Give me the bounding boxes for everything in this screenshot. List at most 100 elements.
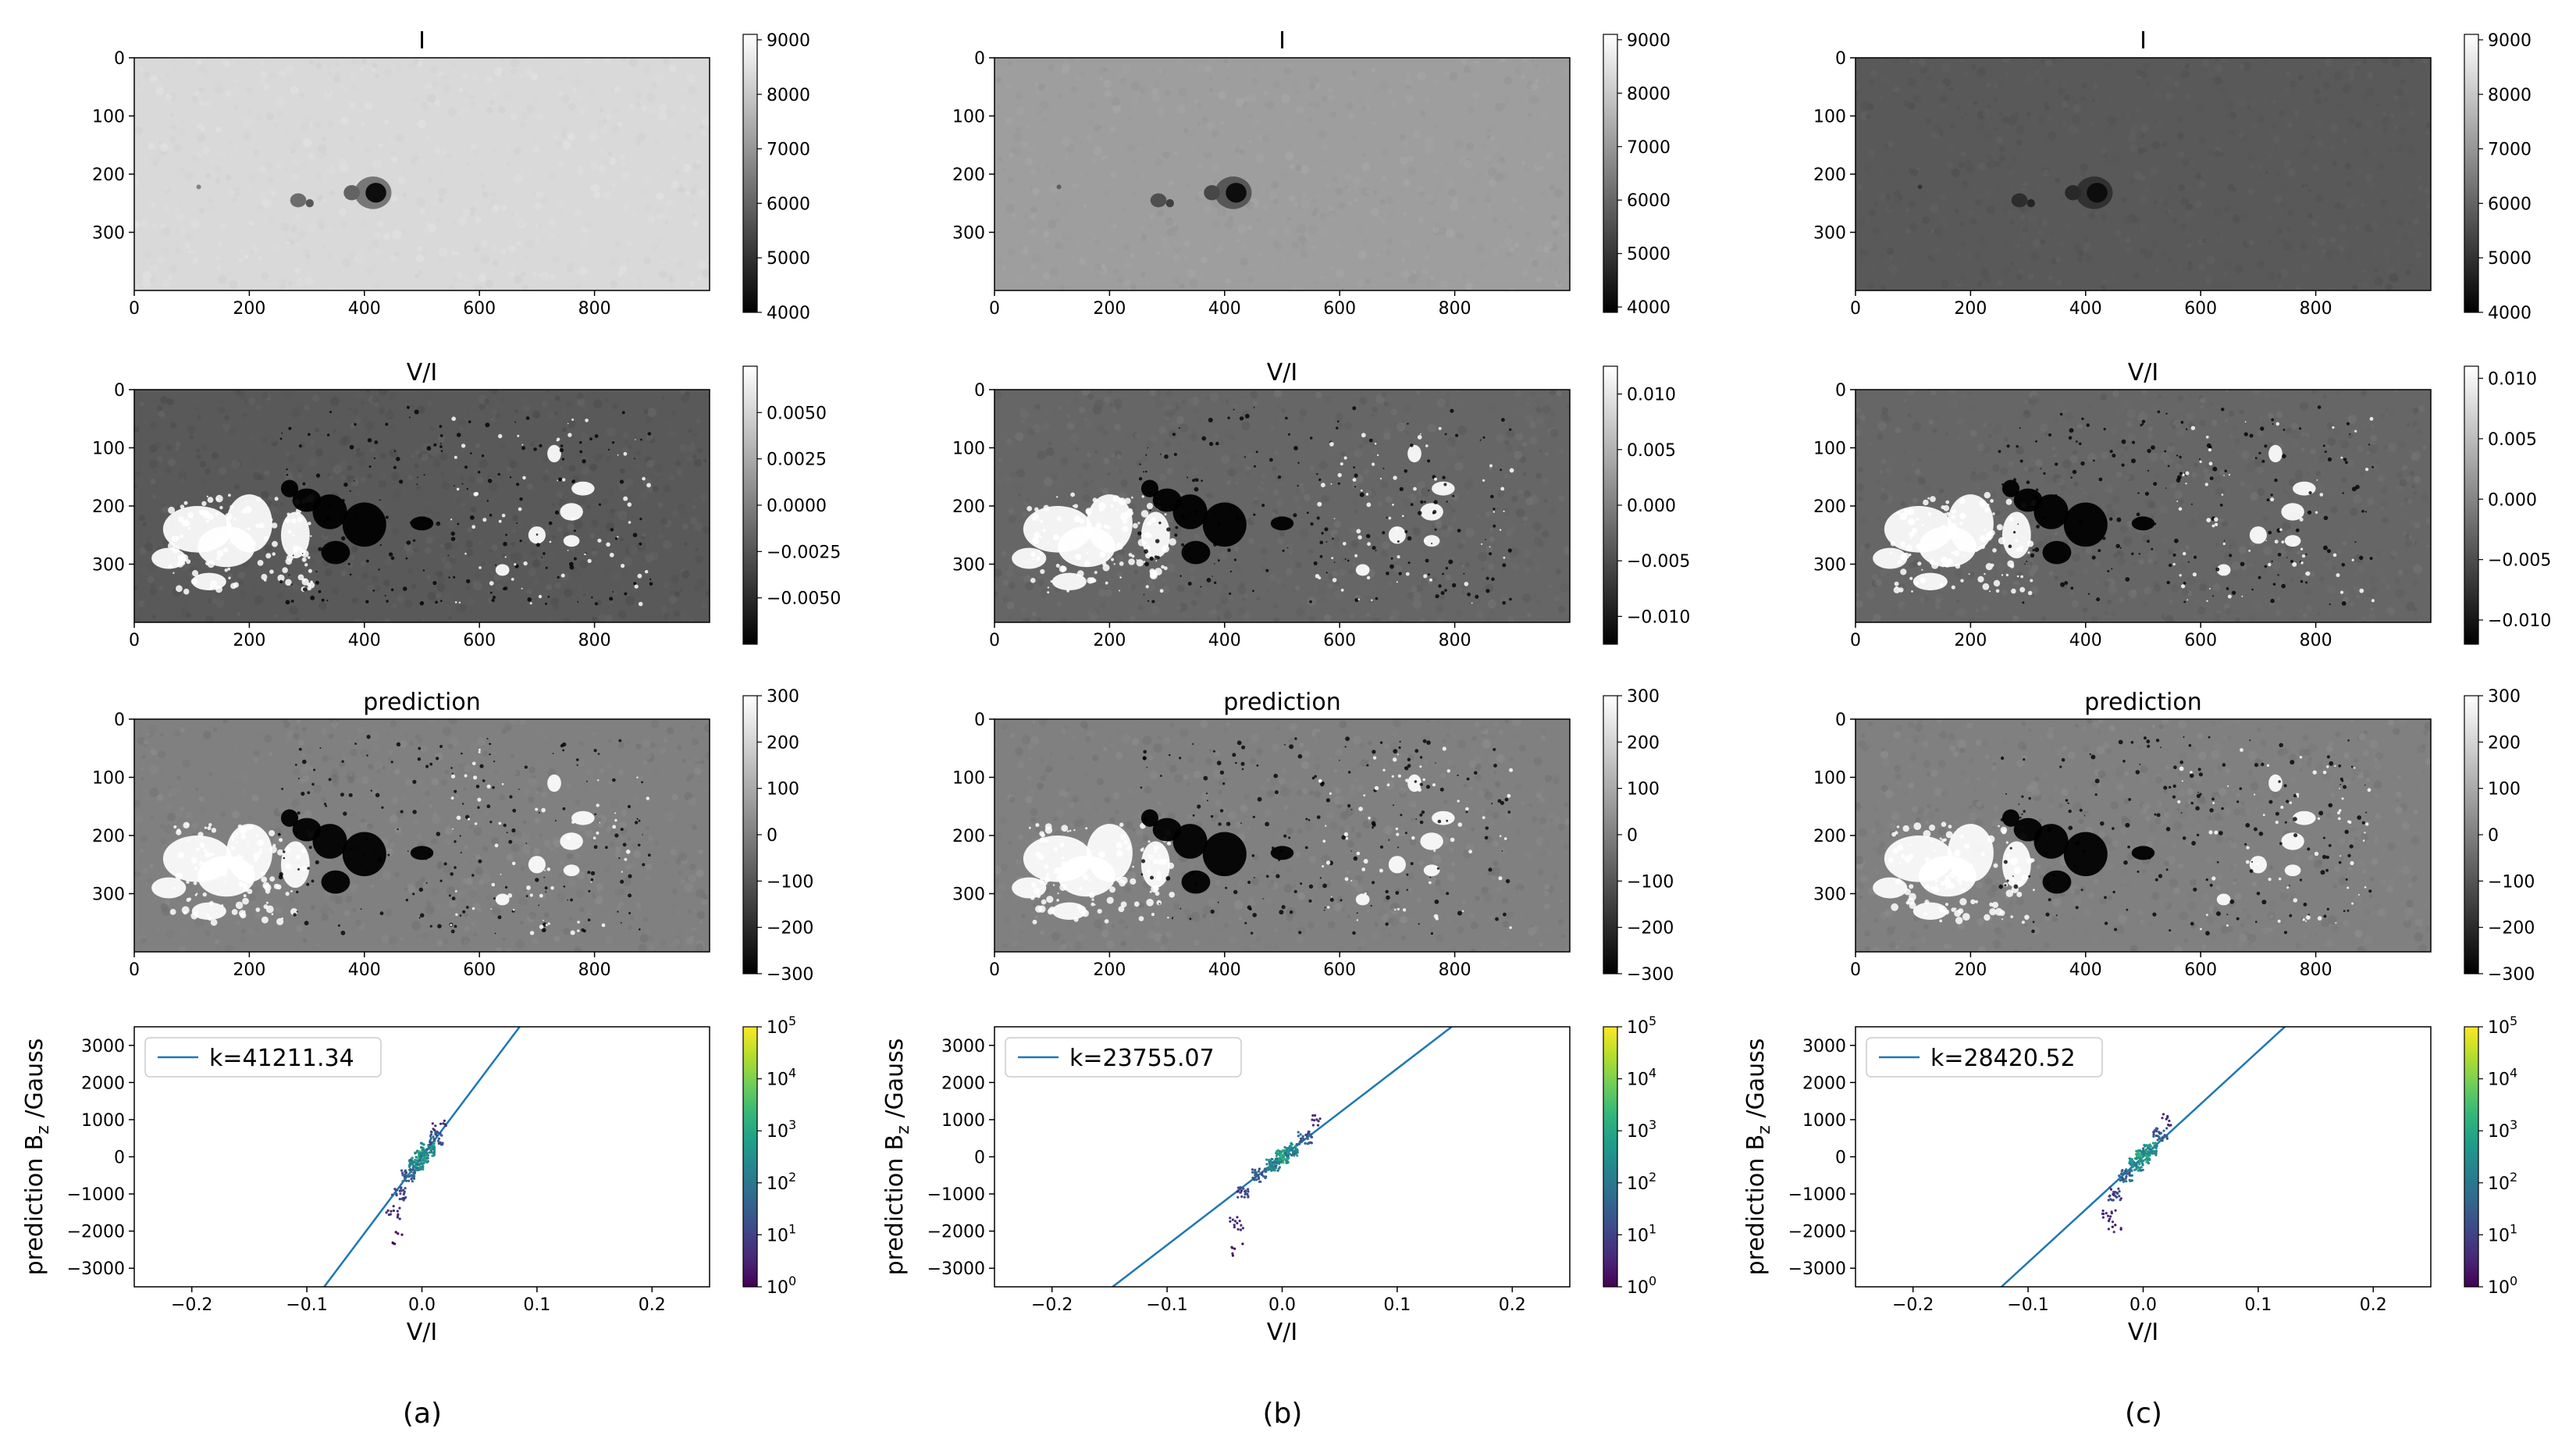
y-tick-label: −1000: [1788, 1185, 1846, 1205]
colorbar-tick-label: 200: [2488, 733, 2521, 753]
density-point: [2154, 1135, 2158, 1138]
density-point: [1286, 1149, 1290, 1153]
density-point: [1254, 1168, 1257, 1171]
density-point: [1272, 1163, 1276, 1166]
colorbar-tick-label: −100: [2488, 872, 2535, 892]
density-point: [2154, 1150, 2158, 1154]
density-point: [432, 1148, 435, 1151]
colorbar-tick-label: 101: [767, 1221, 796, 1245]
density-point: [1278, 1162, 1281, 1165]
density-point: [2121, 1177, 2124, 1180]
density-point: [1257, 1170, 1260, 1173]
density-point: [421, 1166, 424, 1169]
colorbar-tick-label: −300: [767, 965, 813, 985]
density-point: [411, 1168, 415, 1171]
colorbar-tick-label: 102: [767, 1170, 796, 1194]
colorbar-tick-label: 5000: [1627, 245, 1670, 265]
density-point: [1308, 1130, 1311, 1134]
x-tick-label: 0.2: [1499, 1295, 1526, 1315]
density-point: [387, 1213, 390, 1217]
density-point: [2133, 1162, 2136, 1165]
density-point: [1231, 1254, 1234, 1257]
density-point: [392, 1209, 395, 1213]
density-point: [2140, 1166, 2143, 1169]
x-tick-label: 600: [2184, 631, 2217, 650]
density-point: [432, 1142, 436, 1145]
density-point: [428, 1151, 431, 1154]
density-point: [2154, 1144, 2158, 1147]
y-tick-label: −1000: [67, 1185, 125, 1205]
y-tick-label: 200: [1813, 497, 1846, 517]
x-tick-label: 400: [348, 631, 381, 650]
density-point: [1307, 1142, 1310, 1145]
x-tick-label: 800: [2300, 299, 2332, 319]
density-point: [432, 1145, 436, 1148]
density-point: [2118, 1190, 2121, 1193]
density-point: [1297, 1135, 1300, 1138]
density-point: [1263, 1167, 1267, 1170]
x-tick-label: 800: [1439, 299, 1471, 319]
colorbar-tick-exponent: 3: [788, 1117, 796, 1132]
x-tick-label: 600: [463, 631, 496, 650]
density-point: [2140, 1160, 2144, 1163]
x-tick-label: 0.2: [639, 1295, 666, 1315]
colorbar-tick-label: 104: [2488, 1066, 2517, 1090]
density-point: [404, 1187, 407, 1190]
density-point: [2169, 1124, 2172, 1127]
density-point: [2132, 1165, 2135, 1168]
density-point: [385, 1211, 388, 1214]
x-tick-label: 0.2: [2360, 1295, 2387, 1315]
colorbar-tick-label: 0: [1627, 826, 1638, 846]
density-point: [1236, 1190, 1239, 1193]
density-point: [429, 1130, 433, 1134]
y-tick-label: 1000: [81, 1111, 125, 1131]
density-point: [412, 1160, 416, 1163]
x-axis-label: V/I: [1267, 1319, 1297, 1346]
density-point: [1305, 1135, 1308, 1138]
density-point: [2154, 1153, 2158, 1156]
density-point: [2142, 1153, 2145, 1156]
density-point: [410, 1177, 413, 1181]
y-tick-label: 0: [114, 711, 125, 730]
density-point: [436, 1139, 440, 1142]
colorbar-tick-exponent: 1: [1649, 1221, 1656, 1236]
density-point: [1274, 1165, 1277, 1168]
density-point: [398, 1206, 401, 1210]
x-tick-label: 0.1: [2244, 1295, 2272, 1315]
colorbar-tick-label: 0.0050: [767, 404, 827, 423]
y-tick-label: 0: [974, 381, 985, 401]
density-point: [1306, 1132, 1310, 1135]
colorbar-tick-exponent: 3: [1649, 1117, 1656, 1132]
density-point: [2112, 1192, 2115, 1196]
density-point: [1268, 1158, 1271, 1162]
y-tick-label: 0: [974, 49, 985, 69]
colorbar-tick-label: 4000: [2488, 304, 2532, 323]
x-tick-label: 400: [348, 299, 381, 319]
density-point: [1257, 1177, 1261, 1181]
x-tick-label: 800: [1439, 960, 1471, 980]
density-point: [1294, 1149, 1297, 1153]
density-point: [402, 1199, 405, 1202]
colorbar-tick-exponent: 3: [2510, 1117, 2517, 1132]
density-point: [1286, 1152, 1290, 1155]
density-point: [2137, 1166, 2140, 1169]
y-tick-label: −2000: [1788, 1223, 1846, 1242]
density-point: [1257, 1174, 1260, 1177]
density-point: [1229, 1220, 1232, 1223]
density-point: [439, 1143, 443, 1146]
y-axis-label: prediction Bz /Gauss: [1742, 1039, 1774, 1276]
colorbar-tick-label: 300: [767, 687, 799, 707]
x-axis-label: V/I: [2128, 1319, 2158, 1346]
density-point: [407, 1179, 411, 1182]
density-point: [2137, 1149, 2140, 1153]
x-tick-label: 0.1: [1383, 1295, 1411, 1315]
panel-i-a: I0 200 400 600 80001002003004000500060007000…: [92, 27, 810, 323]
x-tick-label: 400: [1208, 299, 1241, 319]
legend: k=23755.07: [1005, 1037, 1242, 1078]
density-point: [2151, 1142, 2154, 1145]
density-point: [1265, 1163, 1268, 1166]
colorbar-tick-label: −300: [1627, 965, 1674, 985]
colorbar-tick-label: 0.005: [1627, 441, 1676, 461]
density-point: [1247, 1190, 1250, 1193]
colorbar-tick-label: 0.000: [1627, 497, 1676, 516]
